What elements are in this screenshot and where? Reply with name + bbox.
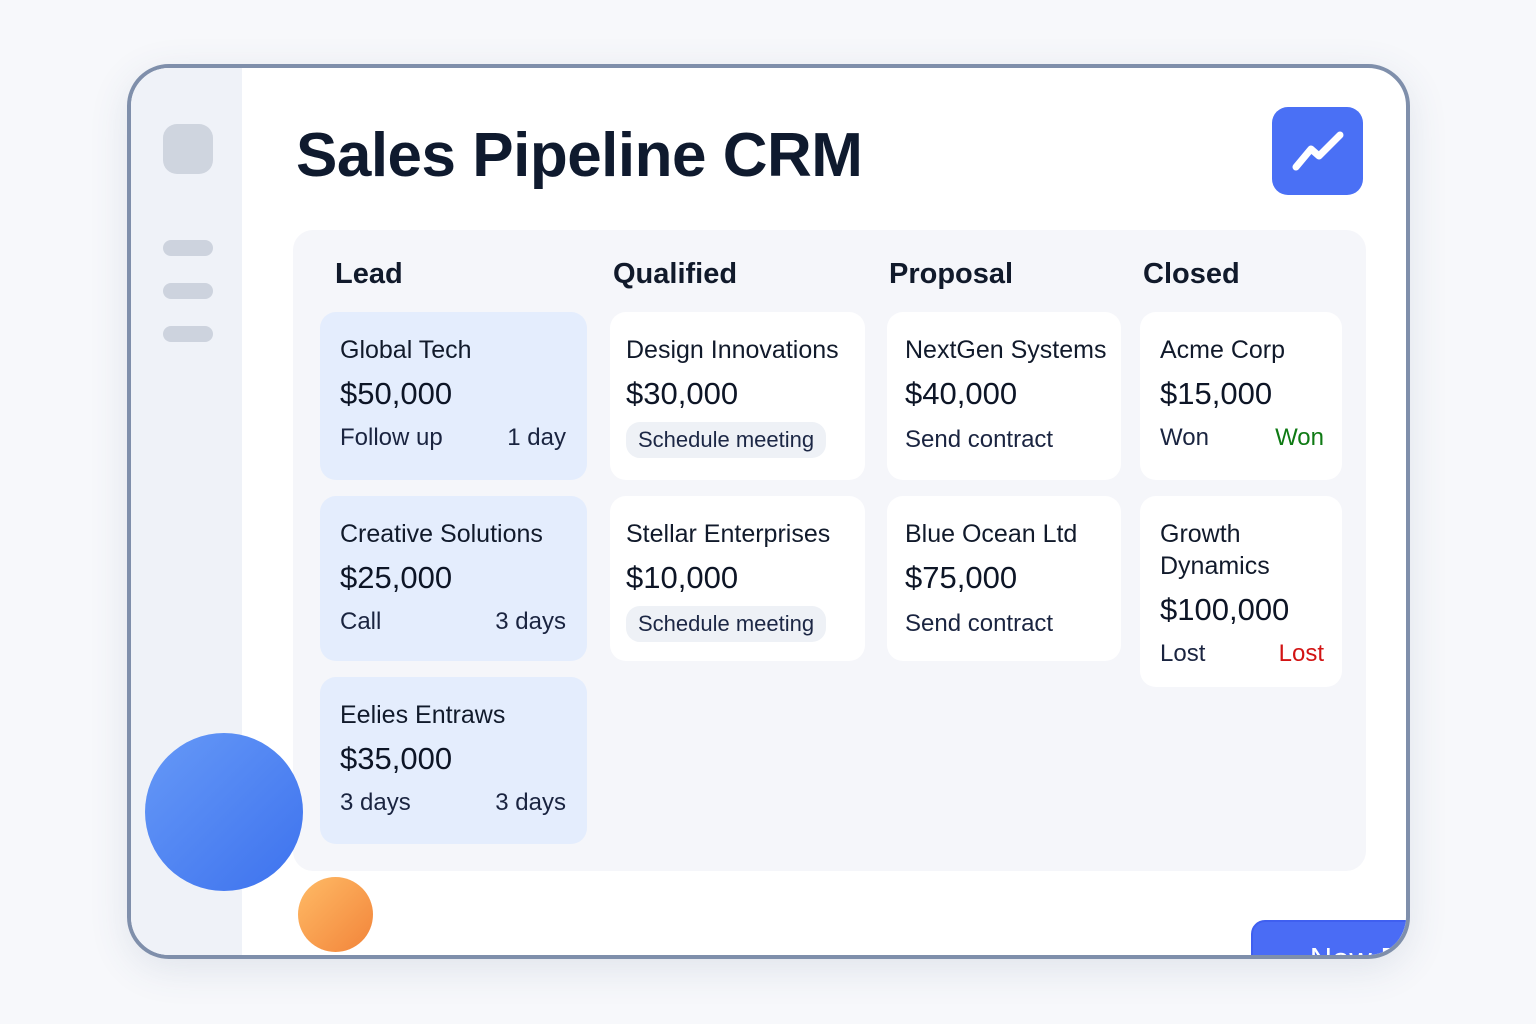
page-title: Sales Pipeline CRM [296,121,863,190]
deal-name: Blue Ocean Ltd [905,520,1078,548]
deal-card[interactable]: NextGen Systems $40,000 Send contract [887,312,1121,480]
deal-card[interactable]: Design Innovations $30,000 Schedule meet… [610,312,865,480]
trend-chart-icon [1292,131,1343,171]
deal-card[interactable]: Stellar Enterprises $10,000 Schedule mee… [610,496,865,661]
deal-amount: $40,000 [905,376,1018,411]
deal-activity: 3 days [340,789,411,816]
column-title-qualified: Qualified [613,258,738,290]
deal-name: Creative Solutions [340,520,543,548]
deal-name: Eelies Entraws [340,701,506,729]
deal-card[interactable]: Blue Ocean Ltd $75,000 Send contract [887,496,1121,661]
new-deal-button[interactable]: New Deal [1251,920,1406,955]
deal-amount: $75,000 [905,560,1018,595]
deal-activity: Follow up [340,424,443,451]
next-action: Send contract [905,610,1054,637]
deal-name: Global Tech [340,336,472,364]
status-badge-won: Won [1275,424,1324,451]
deal-card[interactable]: Creative Solutions $25,000 Call 3 days [320,496,587,661]
deal-activity: Call [340,608,382,635]
deal-amount: $100,000 [1160,592,1290,627]
status-badge-lost: Lost [1278,640,1324,667]
sidebar-item-1[interactable] [163,240,213,256]
column-title-lead: Lead [335,258,403,290]
decorative-blue-circle [145,733,303,891]
pipeline-board: Lead Global Tech $50,000 Follow up 1 day… [293,230,1406,955]
sidebar-item-3[interactable] [163,326,213,342]
deal-status: Lost [1160,640,1206,667]
app-logo-icon[interactable] [163,124,213,174]
deal-amount: $35,000 [340,741,453,776]
deal-amount: $10,000 [626,560,739,595]
decorative-orange-circle [298,877,373,952]
deal-name: Acme Corp [1160,336,1286,364]
deal-card[interactable]: Acme Corp $15,000 Won Won [1140,312,1342,480]
deal-due: 1 day [507,424,566,451]
deal-card[interactable]: Global Tech $50,000 Follow up 1 day [320,312,587,480]
deal-due: 3 days [495,608,566,635]
deal-amount: $25,000 [340,560,453,595]
deal-name: Design Innovations [626,336,839,364]
deal-status: Won [1160,424,1209,451]
deal-card[interactable]: Growth Dynamics $100,000 Lost Lost [1140,496,1342,687]
deal-name: Growth Dynamics [1160,520,1270,580]
deal-due: 3 days [495,789,566,816]
column-title-proposal: Proposal [889,258,1014,290]
crm-window: Sales Pipeline CRM Lead Global Tech $50,… [127,64,1410,959]
next-action-tag[interactable]: Schedule meeting [626,422,827,458]
next-action: Send contract [905,426,1054,453]
analytics-button[interactable] [1272,107,1363,195]
deal-name: NextGen Systems [905,336,1107,364]
deal-card[interactable]: Eelies Entraws $35,000 3 days 3 days [320,677,587,844]
deal-amount: $15,000 [1160,376,1273,411]
deal-amount: $50,000 [340,376,453,411]
deal-name: Stellar Enterprises [626,520,831,548]
next-action-tag[interactable]: Schedule meeting [626,606,827,642]
sidebar-item-2[interactable] [163,283,213,299]
column-title-closed: Closed [1143,258,1240,290]
deal-amount: $30,000 [626,376,739,411]
